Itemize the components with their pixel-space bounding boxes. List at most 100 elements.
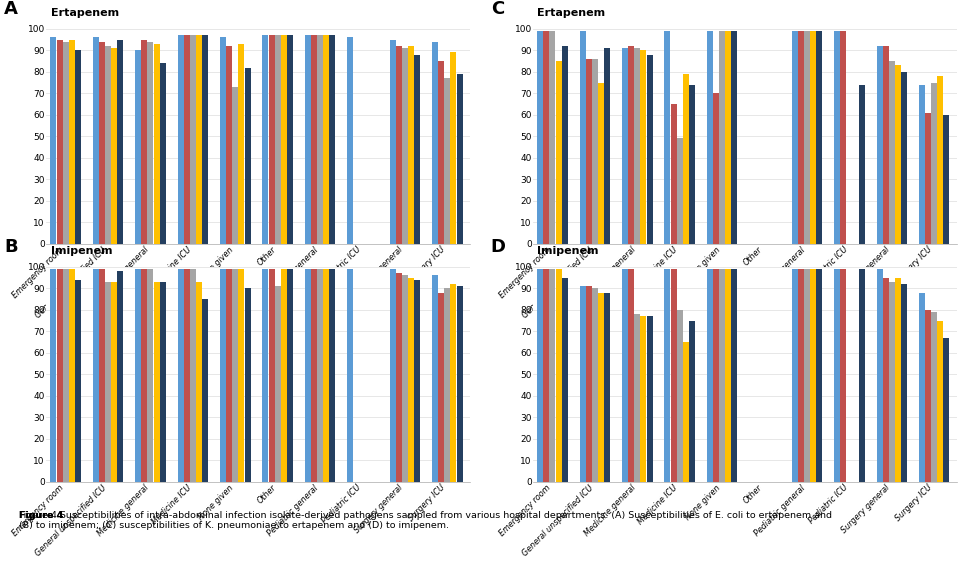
Text: Ertapenem: Ertapenem (50, 8, 119, 18)
Bar (396, 273, 401, 482)
Bar (196, 282, 202, 482)
Bar (562, 278, 567, 482)
Bar (919, 293, 924, 482)
Bar (538, 31, 543, 243)
Bar (438, 61, 444, 243)
Bar (311, 35, 317, 243)
Bar (538, 269, 543, 482)
Bar (153, 44, 159, 243)
Bar (731, 269, 737, 482)
Bar (190, 269, 196, 482)
Bar (726, 31, 731, 243)
Bar (634, 48, 641, 243)
Bar (876, 46, 883, 243)
Bar (287, 35, 293, 243)
Bar (226, 269, 233, 482)
Bar (931, 83, 937, 243)
Bar (317, 35, 323, 243)
Bar (641, 50, 647, 243)
Bar (598, 83, 604, 243)
Bar (93, 269, 98, 482)
Bar (444, 78, 451, 243)
Bar (549, 269, 556, 482)
Bar (804, 269, 810, 482)
Bar (683, 342, 689, 482)
Bar (63, 269, 69, 482)
Bar (451, 53, 456, 243)
Bar (876, 269, 883, 482)
Text: B: B (4, 238, 17, 256)
Bar (834, 31, 841, 243)
Bar (791, 31, 798, 243)
Bar (889, 282, 895, 482)
Bar (671, 104, 676, 243)
Bar (622, 269, 628, 482)
Bar (689, 321, 695, 482)
Bar (141, 269, 148, 482)
Bar (859, 269, 865, 482)
Bar (707, 31, 713, 243)
Bar (931, 312, 937, 482)
Bar (268, 269, 275, 482)
Bar (676, 138, 682, 243)
Bar (135, 269, 141, 482)
Bar (586, 286, 592, 482)
Bar (329, 35, 336, 243)
Bar (647, 316, 652, 482)
Bar (118, 271, 124, 482)
Bar (305, 35, 311, 243)
Bar (451, 284, 456, 482)
Bar (347, 38, 353, 243)
Bar (713, 93, 719, 243)
Bar (238, 44, 244, 243)
Bar (919, 85, 924, 243)
Bar (347, 269, 353, 482)
Bar (317, 269, 323, 482)
Bar (414, 280, 420, 482)
Bar (456, 286, 462, 482)
Bar (244, 288, 251, 482)
Bar (160, 282, 166, 482)
Bar (183, 35, 190, 243)
Bar (220, 269, 226, 482)
Bar (816, 31, 822, 243)
Bar (713, 269, 719, 482)
Bar (883, 46, 889, 243)
Bar (244, 68, 251, 243)
Bar (305, 269, 311, 482)
Bar (641, 316, 647, 482)
Bar (178, 269, 183, 482)
Bar (390, 269, 396, 482)
Bar (580, 286, 586, 482)
Bar (202, 299, 208, 482)
Bar (628, 46, 634, 243)
Text: Imipenem: Imipenem (538, 246, 599, 256)
Bar (105, 46, 111, 243)
Bar (268, 35, 275, 243)
Bar (707, 269, 713, 482)
Bar (592, 288, 598, 482)
Bar (329, 269, 336, 482)
Text: Ertapenem: Ertapenem (538, 8, 605, 18)
Bar (196, 35, 202, 243)
Bar (63, 42, 69, 243)
Bar (859, 85, 865, 243)
Bar (402, 48, 408, 243)
Bar (69, 40, 74, 243)
Bar (683, 74, 689, 243)
Bar (178, 35, 183, 243)
Text: D: D (491, 238, 506, 256)
Text: A: A (4, 0, 17, 18)
Bar (93, 38, 98, 243)
Bar (925, 113, 931, 243)
Bar (141, 40, 148, 243)
Bar (396, 46, 401, 243)
Bar (883, 278, 889, 482)
Text: Figure 4: Figure 4 (19, 511, 64, 520)
Bar (438, 293, 444, 482)
Bar (262, 269, 268, 482)
Bar (262, 35, 268, 243)
Bar (50, 38, 56, 243)
Text: Figure 4: Figure 4 (19, 511, 67, 520)
Bar (810, 31, 816, 243)
